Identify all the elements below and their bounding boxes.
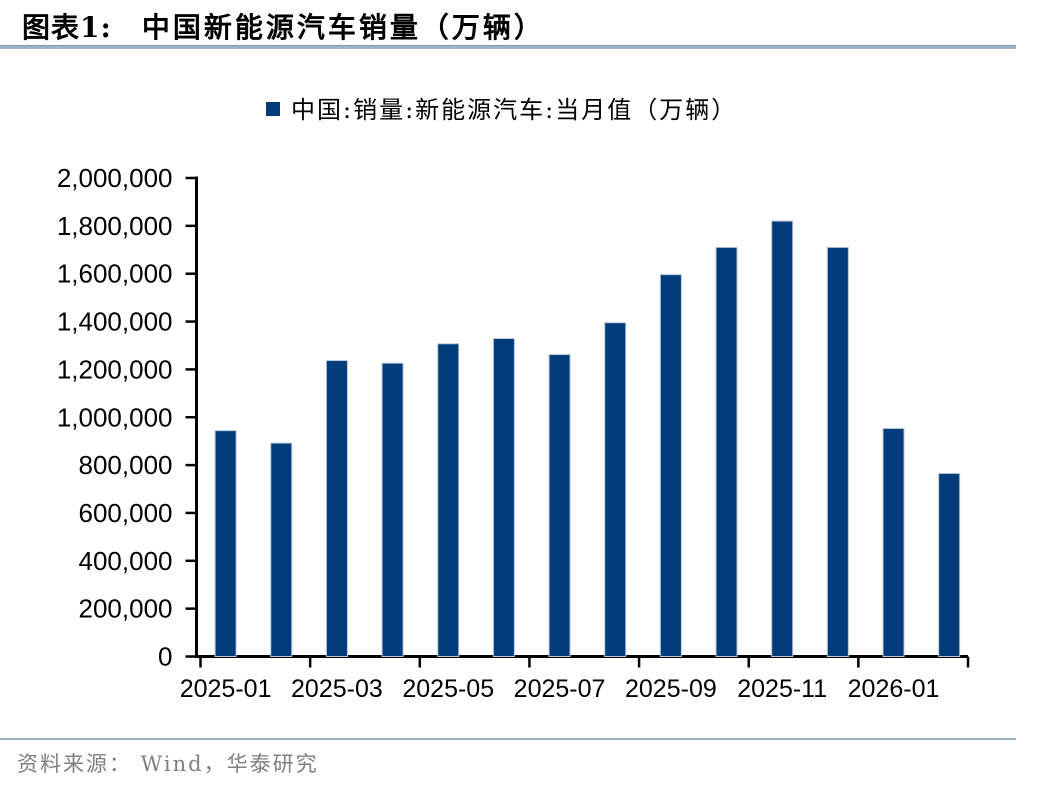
y-axis-tick-label: 800,000: [79, 450, 173, 480]
bar-2025-08: [604, 322, 627, 657]
x-axis-tick-label: 2025-07: [514, 675, 606, 703]
figure-header: 图表1: 中国新能源汽车销量（万辆）: [22, 6, 545, 46]
bar-2025-06: [492, 338, 515, 657]
bar-2026-01: [882, 427, 905, 657]
y-axis-tick-label: 1,400,000: [57, 307, 173, 337]
x-axis-tick-label: 2025-11: [737, 675, 827, 703]
y-axis-tick-label: 200,000: [79, 594, 173, 624]
bar-2025-05: [437, 343, 460, 657]
bar-2025-11: [771, 220, 794, 657]
figure-label: 图表1:: [22, 11, 112, 44]
y-axis-tick-label: 2,000,000: [57, 163, 173, 193]
y-axis-tick-label: 1,000,000: [57, 402, 173, 432]
legend-series-label: 中国:销量:新能源汽车:当月值（万辆）: [291, 96, 738, 124]
x-axis-tick-label: 2025-05: [402, 675, 494, 703]
x-axis-tick-label: 2026-01: [848, 675, 940, 703]
source-note: 资料来源： Wind，华泰研究: [17, 752, 319, 776]
bar-2025-03: [325, 360, 348, 657]
x-axis-tick-label: 2025-09: [625, 675, 717, 703]
y-axis-tick-label: 1,200,000: [57, 354, 173, 384]
title-rule-line: [0, 45, 1016, 49]
bar-2025-07: [548, 354, 571, 657]
bar-2025-02: [270, 442, 293, 657]
bar-2025-12: [826, 246, 849, 657]
y-axis-tick-label: 1,600,000: [57, 259, 173, 289]
bar-2025-01: [214, 430, 237, 658]
chart-legend: 中国:销量:新能源汽车:当月值（万辆）: [266, 90, 737, 125]
bar-2025-10: [715, 246, 738, 657]
figure-title: 中国新能源汽车销量（万辆）: [141, 11, 545, 44]
bar-2025-09: [659, 274, 682, 657]
legend-marker-square: [266, 101, 280, 116]
x-axis-tick-label: 2025-01: [180, 675, 272, 703]
bar-2026-02: [938, 472, 961, 657]
y-axis-tick-label: 1,800,000: [57, 211, 173, 241]
y-axis-tick-label: 0: [158, 642, 172, 672]
footer-rule-line: [0, 738, 1016, 740]
x-axis-tick-label: 2025-03: [291, 675, 383, 703]
bar-2025-04: [381, 362, 404, 657]
y-axis-tick-label: 600,000: [79, 498, 173, 528]
y-axis-tick-label: 400,000: [79, 546, 173, 576]
